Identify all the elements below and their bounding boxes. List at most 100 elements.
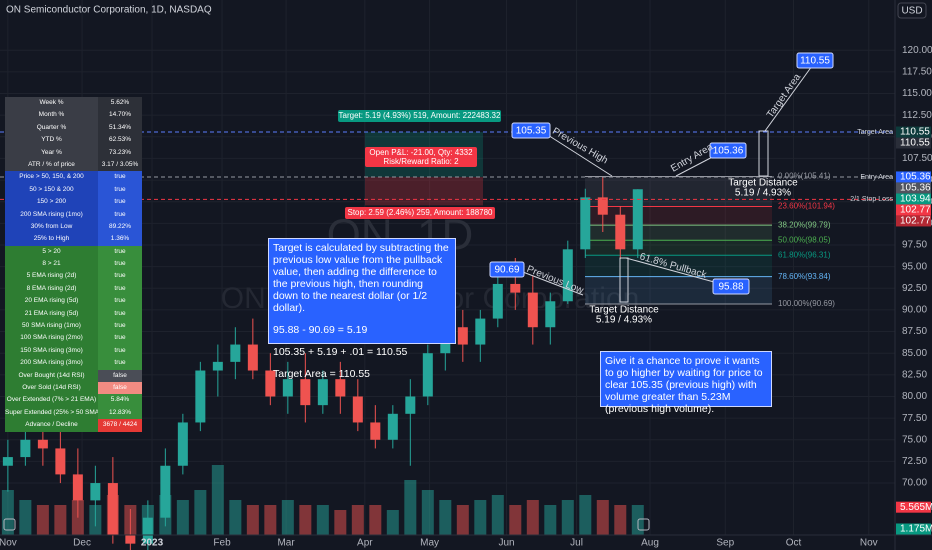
candle-body	[475, 318, 486, 345]
table-row: 150 > 200 true	[5, 196, 142, 209]
y-tick-label: 117.50	[902, 66, 932, 77]
distance-bracket	[758, 130, 769, 177]
currency[interactable]: USD	[901, 6, 922, 17]
candle-body	[457, 327, 468, 345]
row-label: 50 SMA rising (1mo)	[5, 320, 98, 333]
volume-bar	[456, 505, 469, 535]
row-value: 5.84%	[98, 394, 142, 407]
fib-label: 23.60%(101.94)	[778, 202, 835, 211]
table-row: 25% to High 1.36%	[5, 233, 142, 246]
y-tick-label: 112.50	[902, 110, 932, 121]
row-label: 200 SMA rising (1mo)	[5, 208, 98, 221]
fib-band	[585, 255, 772, 277]
table-row: Over Bought (14d RSI) false	[5, 369, 142, 382]
fib-label: 78.60%(93.84)	[778, 272, 831, 281]
volume-bar	[526, 500, 539, 535]
table-row: 30% from Low 89.22%	[5, 220, 142, 234]
candle-body	[142, 517, 153, 544]
y-tick-label: 80.00	[902, 391, 927, 402]
volume-bar	[334, 510, 347, 535]
row-value: true	[98, 282, 142, 296]
volume-tag	[896, 523, 931, 535]
y-tick-label: 87.50	[902, 326, 927, 337]
fib-band	[585, 225, 772, 241]
volume-bar	[351, 505, 364, 535]
candle-body	[160, 465, 171, 518]
fib-label: 50.00%(98.05)	[778, 235, 831, 244]
y-tick-label: 77.50	[902, 413, 927, 424]
table-row: Advance / Decline 3678 / 4424	[5, 419, 142, 432]
candle-body	[317, 379, 328, 406]
stop-label-text: Stop: 2.59 (2.46%) 259, Amount: 188780	[348, 208, 494, 217]
pnl-label-text: Open P&L: -21.00, Qty: 4332	[369, 148, 473, 157]
row-label: 20 EMA rising (5d)	[5, 295, 98, 308]
y-tick-label: 107.50	[902, 153, 932, 164]
y-tick-label: 72.50	[902, 456, 927, 467]
row-label: 100 SMA rising (2mo)	[5, 332, 98, 345]
candle-body	[597, 197, 608, 215]
trend-line	[539, 129, 613, 177]
note: Give it a chance to prove it wants to go…	[600, 351, 772, 415]
price-tag	[896, 182, 931, 194]
table-row: 8 EMA rising (2d) true	[5, 282, 142, 296]
row-label: Price > 50, 150, & 200	[5, 171, 98, 184]
table-row: Over Sold (14d RSI) false	[5, 381, 142, 395]
volume-bar	[281, 500, 294, 535]
price-tag-label: 105.36	[900, 172, 931, 183]
y-tick-label: 120.00	[902, 45, 932, 56]
note-text: 105.35 + 5.19 + .01 = 110.55	[273, 346, 408, 358]
row-label: ATR / % of price	[5, 158, 98, 172]
volume-bar	[316, 505, 329, 535]
volume	[1, 465, 644, 535]
y-tick-label: 75.00	[902, 434, 927, 445]
table-row: 20 EMA rising (5d) true	[5, 295, 142, 308]
row-label: Week %	[5, 97, 98, 110]
currency-button[interactable]	[897, 2, 927, 19]
table-row: 5 EMA rising (2d) true	[5, 270, 142, 283]
row-value: 3.17 / 3.05%	[98, 158, 142, 172]
candle-body	[90, 483, 101, 501]
x-tick-label: Sep	[716, 538, 734, 549]
fib-label: 0.00%(105.41)	[778, 172, 831, 181]
candle-body	[510, 283, 521, 293]
table-row: Price > 50, 150, & 200 true	[5, 171, 142, 184]
row-value: true	[98, 307, 142, 321]
candle-body	[527, 292, 538, 328]
earnings-markers	[3, 518, 650, 531]
candle-body	[545, 301, 556, 328]
x-tick-label: Aug	[641, 538, 659, 549]
row-label: 50 > 150 & 200	[5, 183, 98, 197]
price-line-label: Target Area	[857, 129, 893, 136]
row-value: 3678 / 4424	[98, 419, 142, 432]
chart-title: ON Semiconductor Corporation, 1D, NASDAQ	[6, 5, 212, 16]
volume-bar	[194, 490, 207, 535]
label-box	[796, 52, 834, 69]
note: Target is calculated by subtracting the …	[268, 238, 456, 380]
table-row: Super Extended (25% > 50 SMA) 12.83%	[5, 406, 142, 420]
candle-body	[580, 197, 591, 250]
table-row: Quarter % 51.34%	[5, 121, 142, 135]
price-tag	[896, 204, 931, 216]
price-tag-label: 103.94	[900, 194, 931, 205]
candle-body	[37, 439, 48, 449]
price-line-label: Entry Area	[860, 174, 893, 181]
label: 105.36	[713, 146, 744, 157]
y-tick-label: 115.00	[902, 88, 932, 99]
row-value: true	[98, 295, 142, 308]
x-tick-label: Jul	[570, 538, 583, 549]
volume-bar	[614, 505, 627, 535]
label: 5.19 / 4.93%	[596, 315, 652, 326]
volume-bar	[1, 490, 14, 535]
row-label: Over Sold (14d RSI)	[5, 381, 98, 395]
row-label: 8 > 21	[5, 258, 98, 271]
volume-bar	[544, 505, 557, 535]
x-tick-label: 2023	[141, 538, 164, 549]
table-row: Week % 5.62%	[5, 97, 142, 110]
x-tick-label: Nov	[860, 538, 878, 549]
price-tag-label: 110.55	[900, 127, 930, 138]
price-tag	[896, 193, 931, 205]
candle-body	[632, 189, 643, 250]
stop-zone	[365, 176, 483, 206]
